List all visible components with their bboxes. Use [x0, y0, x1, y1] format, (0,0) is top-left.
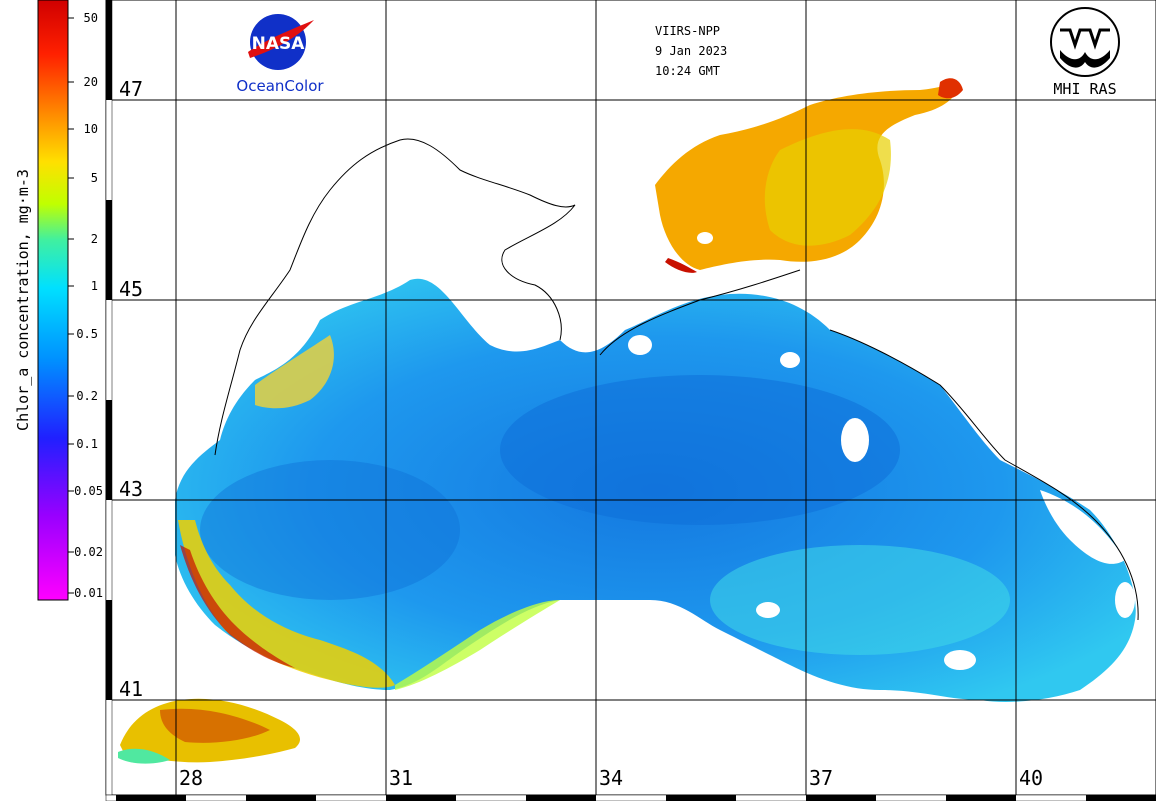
bottom-scale [105, 794, 1156, 801]
cloud-gap [756, 602, 780, 618]
left-scale-segment [106, 400, 112, 500]
colorbar-tick-label: 0.01 [74, 586, 103, 600]
azov-taganrog-high [938, 78, 963, 99]
cloud-gap [780, 352, 800, 368]
left-scale-segment [106, 600, 112, 700]
lat-label: 41 [119, 677, 143, 701]
sensor-name: VIIRS-NPP [655, 24, 720, 38]
left-scale-segment [106, 0, 112, 100]
northwest-coastal-bloom [255, 335, 334, 409]
colorbar-tick-label: 0.5 [76, 327, 98, 341]
nasa-wordmark: NASA [252, 34, 306, 54]
south-coastal-strip [395, 600, 560, 690]
colorbar-tick-label: 50 [84, 11, 98, 25]
colorbar-tick-label: 0.1 [76, 437, 98, 451]
oceancolor-wordmark: OceanColor [236, 77, 324, 95]
bottom-scale-segment [116, 795, 186, 801]
image-time: 10:24 GMT [655, 64, 720, 78]
mhi-wordmark: MHI RAS [1053, 80, 1116, 98]
cloud-gap [841, 418, 869, 462]
lat-labels: 47 45 43 41 [119, 77, 143, 701]
lon-labels: 28 31 34 37 40 [179, 766, 1043, 790]
azov-east-yellow [764, 129, 891, 246]
mhi-ras-logo: MHI RAS [1050, 7, 1120, 98]
bottom-scale-segment [386, 795, 456, 801]
lon-label: 37 [809, 766, 833, 790]
colorbar-tick-marks [68, 17, 74, 594]
lon-label: 40 [1019, 766, 1043, 790]
sea-of-marmara [118, 698, 300, 764]
left-scale-segment [106, 200, 112, 300]
southwest-coastal-bloom [178, 520, 395, 688]
sea-of-azov [655, 78, 963, 273]
colorbar-tick-label: 5 [91, 171, 98, 185]
marmara-green [118, 748, 170, 764]
lat-label: 43 [119, 477, 143, 501]
bottom-scale-segment [806, 795, 876, 801]
cloud-gap [628, 335, 652, 355]
bottom-scale-bar [105, 794, 1156, 801]
bottom-scale-segment [946, 795, 1016, 801]
azov-sivash-high [665, 258, 697, 273]
lon-label: 31 [389, 766, 413, 790]
eastern-cyan-region [710, 545, 1010, 655]
colorbar-ramp [37, 0, 69, 601]
bottom-scale-segment [1086, 795, 1156, 801]
bottom-scale-segment [246, 795, 316, 801]
graticule [106, 0, 1156, 795]
cloud-gap [1040, 490, 1125, 564]
cloud-gap [697, 232, 713, 244]
left-scale [105, 0, 113, 796]
black-sea [175, 278, 1136, 702]
colorbar-tick-label: 20 [84, 75, 98, 89]
mhi-emblem-waves [1060, 50, 1110, 68]
nasa-logo: NASA OceanColor [236, 14, 324, 95]
cloud-gap [1115, 582, 1135, 618]
bottom-scale-segment [666, 795, 736, 801]
colorbar-tick-label: 0.05 [74, 484, 103, 498]
colorbar-ticks: 50 20 10 5 2 1 0.5 0.2 0.1 0.05 0.02 0.0… [74, 11, 103, 600]
cloud-gap [944, 650, 976, 670]
colorbar-tick-label: 2 [91, 232, 98, 246]
colorbar-tick-label: 10 [84, 122, 98, 136]
colorbar-tick-label: 0.2 [76, 389, 98, 403]
header: VIIRS-NPP 9 Jan 2023 10:24 GMT [655, 24, 727, 78]
lon-label: 34 [599, 766, 623, 790]
colorbar: 50 20 10 5 2 1 0.5 0.2 0.1 0.05 0.02 0.0… [14, 0, 103, 601]
lon-label: 28 [179, 766, 203, 790]
southwest-high-chlorophyll [180, 545, 295, 668]
mhi-emblem [1050, 7, 1120, 77]
colorbar-tick-label: 1 [91, 279, 98, 293]
deep-central-region [500, 375, 900, 525]
colorbar-tick-label: 0.02 [74, 545, 103, 559]
bottom-scale-segment [526, 795, 596, 801]
colorbar-title: Chlor_a concentration, mg·m-3 [14, 169, 32, 431]
deep-western-region [200, 460, 460, 600]
mhi-emblem-mark [1060, 28, 1110, 50]
marmara-high [160, 708, 270, 743]
image-date: 9 Jan 2023 [655, 44, 727, 58]
nasa-chevron [248, 20, 314, 58]
lat-label: 45 [119, 277, 143, 301]
lat-label: 47 [119, 77, 143, 101]
